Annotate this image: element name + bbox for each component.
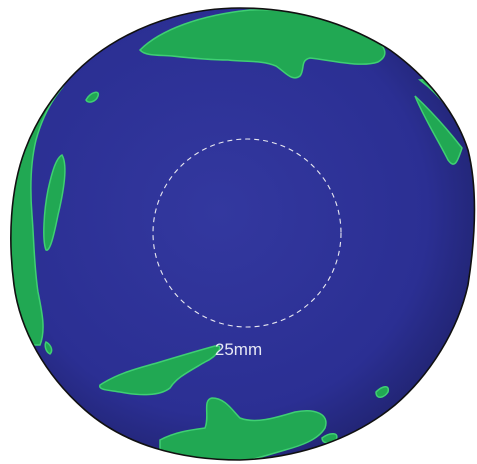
landmass-islet xyxy=(85,91,100,103)
measurement-ring xyxy=(152,138,342,328)
landmass-bottom-left xyxy=(99,345,221,396)
landmass-bottom-right-islet xyxy=(375,386,390,398)
landmass-islet-2 xyxy=(44,340,53,355)
landmass-left-island xyxy=(43,154,66,251)
ocean-sphere xyxy=(10,8,475,460)
landmass-bottom xyxy=(159,397,327,460)
